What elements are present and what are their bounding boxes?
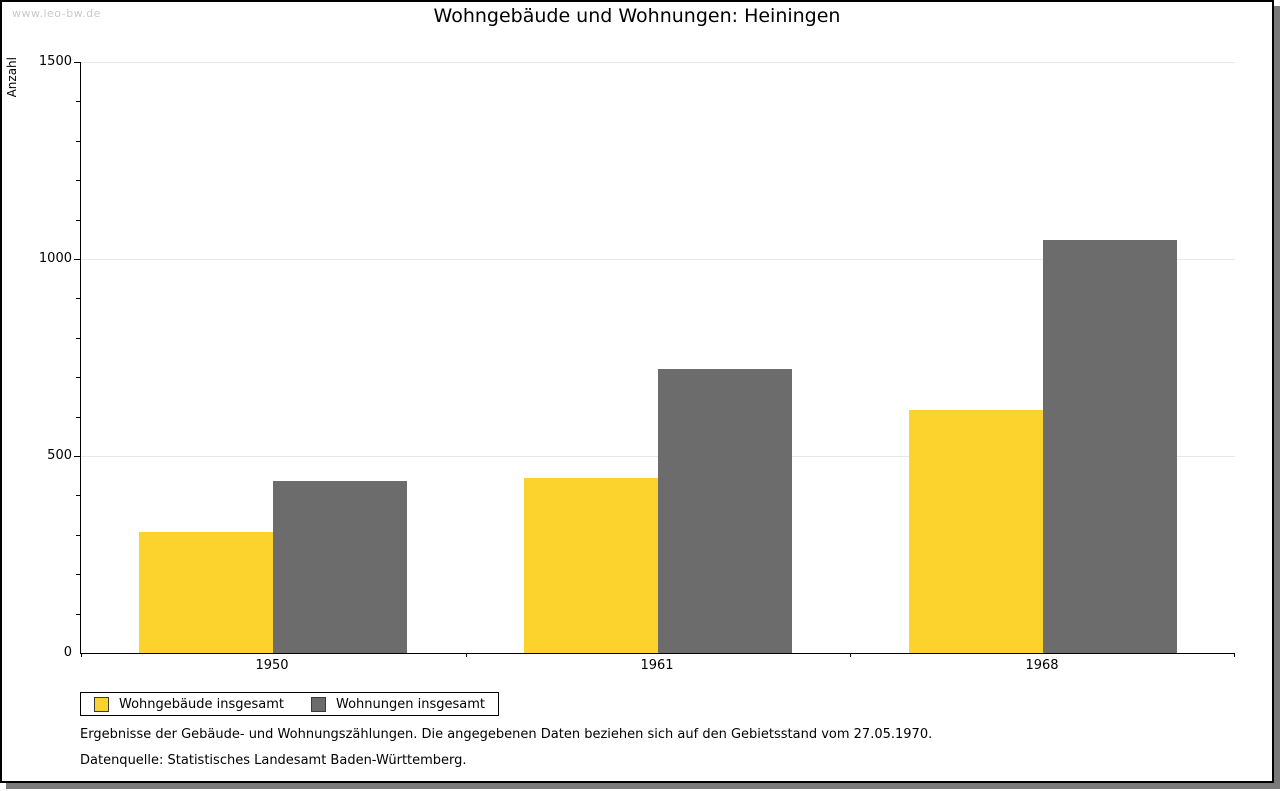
y-minor-tick-1400	[76, 101, 80, 102]
bar-wohnungen-insgesamt-1968	[1043, 240, 1177, 653]
plot-area	[74, 62, 1235, 657]
footnote-gebietsstand: Ergebnisse der Gebäude- und Wohnungszähl…	[80, 727, 933, 742]
y-minor-tick-1200	[76, 180, 80, 181]
y-tick-label-0: 0	[63, 645, 72, 660]
bar-wohngeb-ude-insgesamt-1968	[909, 410, 1043, 653]
x-boundary-tick-0	[81, 653, 82, 657]
x-tick-label-1968: 1968	[1025, 658, 1059, 673]
y-minor-tick-1300	[76, 141, 80, 142]
y-major-tick-1000	[74, 259, 80, 260]
legend-label-wohngeb-ude-insgesamt: Wohngebäude insgesamt	[119, 696, 284, 712]
bar-wohngeb-ude-insgesamt-1961	[524, 478, 658, 653]
watermark-text: www.leo-bw.de	[12, 7, 101, 20]
y-minor-tick-900	[76, 298, 80, 299]
y-tick-label-1000: 1000	[38, 251, 72, 266]
x-boundary-tick-1	[466, 653, 467, 657]
y-minor-tick-400	[76, 495, 80, 496]
y-major-tick-1500	[74, 62, 80, 63]
y-minor-tick-200	[76, 574, 80, 575]
legend: Wohngebäude insgesamt Wohnungen insgesamt	[80, 692, 499, 716]
bar-wohnungen-insgesamt-1950	[273, 481, 407, 653]
x-tick-label-1950: 1950	[255, 658, 289, 673]
gridline-1500	[81, 62, 1235, 63]
legend-label-wohnungen-insgesamt: Wohnungen insgesamt	[336, 696, 485, 712]
y-tick-label-500: 500	[47, 448, 72, 463]
y-minor-tick-1100	[76, 220, 80, 221]
y-axis-title: Anzahl	[5, 57, 19, 98]
bar-wohnungen-insgesamt-1961	[658, 369, 792, 653]
x-boundary-tick-2	[850, 653, 851, 657]
gridline-1000	[81, 259, 1235, 260]
y-minor-tick-100	[76, 614, 80, 615]
y-minor-tick-800	[76, 338, 80, 339]
y-minor-tick-600	[76, 417, 80, 418]
x-boundary-tick-3	[1234, 653, 1235, 657]
legend-item-wohngeb-ude-insgesamt: Wohngebäude insgesamt	[94, 696, 284, 712]
legend-swatch-wohngeb-ude-insgesamt	[94, 696, 109, 712]
legend-swatch-wohnungen-insgesamt	[311, 696, 326, 712]
y-minor-tick-700	[76, 377, 80, 378]
footnote-datenquelle: Datenquelle: Statistisches Landesamt Bad…	[80, 753, 467, 768]
y-minor-tick-300	[76, 535, 80, 536]
y-major-tick-500	[74, 456, 80, 457]
legend-item-wohnungen-insgesamt: Wohnungen insgesamt	[311, 696, 485, 712]
chart-title: Wohngebäude und Wohnungen: Heiningen	[433, 5, 841, 27]
x-tick-label-1961: 1961	[640, 658, 674, 673]
bar-wohngeb-ude-insgesamt-1950	[139, 532, 273, 653]
y-tick-label-1500: 1500	[38, 54, 72, 69]
